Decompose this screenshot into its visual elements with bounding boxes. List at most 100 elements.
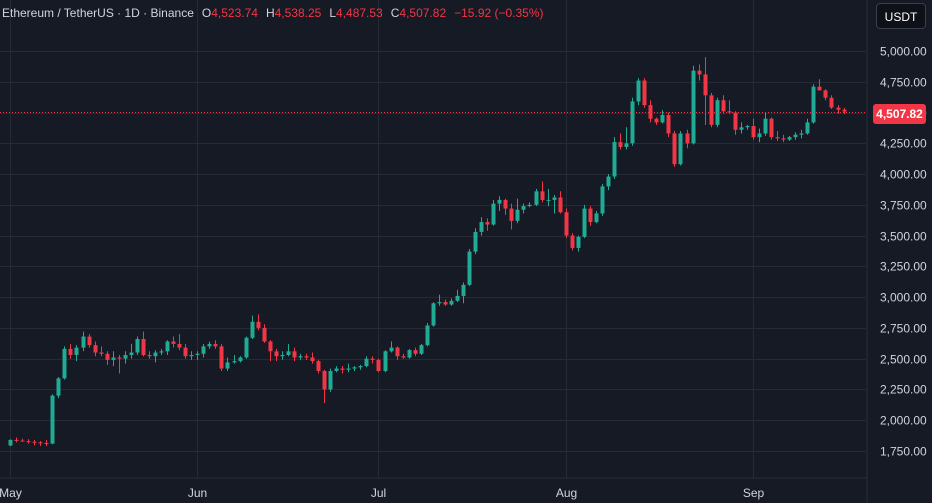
candle-body — [787, 137, 792, 140]
candle — [213, 340, 218, 349]
candle — [757, 128, 762, 143]
close-label: C — [390, 6, 400, 20]
candle — [189, 351, 194, 360]
candle-body — [244, 337, 249, 358]
candle-body — [292, 351, 297, 358]
candle — [817, 79, 822, 91]
candle-body — [135, 339, 140, 353]
candle-body — [540, 191, 545, 200]
candle-body — [739, 127, 744, 130]
candle-body — [340, 368, 345, 370]
candle — [431, 302, 436, 327]
candle-body — [20, 440, 25, 442]
candle — [238, 356, 243, 363]
candle — [340, 366, 345, 374]
low-label: L — [329, 6, 337, 20]
candle-body — [147, 355, 152, 357]
candle-body — [68, 348, 73, 355]
candle-body — [515, 209, 520, 221]
candle — [751, 118, 756, 140]
candle-body — [352, 367, 357, 369]
close-value: 4,507.82 — [399, 6, 447, 20]
candle — [503, 198, 508, 215]
candle — [419, 343, 424, 355]
candle — [50, 394, 55, 445]
candle-body — [195, 353, 200, 355]
candle-body — [612, 142, 617, 177]
high-label: H — [265, 6, 275, 20]
candle-body — [334, 368, 339, 371]
candle-body — [87, 336, 92, 346]
candle — [823, 89, 828, 101]
currency-button[interactable]: USDT — [876, 3, 926, 29]
candle-body — [201, 346, 206, 354]
candle — [407, 348, 412, 359]
candle — [117, 355, 122, 374]
candle-body — [685, 133, 690, 144]
candle-body — [376, 359, 381, 371]
y-tick-label: 3,750.00 — [880, 199, 927, 213]
candle-body — [129, 352, 134, 355]
candle-body — [781, 138, 786, 140]
candle-body — [26, 441, 31, 443]
candle — [678, 131, 683, 166]
candle — [799, 129, 804, 139]
candle — [352, 366, 357, 371]
candle-body — [304, 356, 309, 358]
candle-body — [479, 222, 484, 232]
candle — [509, 203, 514, 230]
y-tick-label: 3,500.00 — [880, 230, 927, 244]
candle — [461, 282, 466, 304]
candle — [558, 191, 563, 214]
candle — [455, 289, 460, 303]
candle-body — [745, 126, 750, 128]
candle — [612, 137, 617, 179]
candle — [111, 351, 116, 367]
candle — [521, 203, 526, 214]
candle — [280, 351, 285, 360]
candle-body — [310, 357, 315, 362]
candle — [165, 340, 170, 355]
candle — [244, 336, 249, 359]
candle — [328, 368, 333, 392]
y-tick-label: 2,250.00 — [880, 383, 927, 397]
candle — [141, 331, 146, 357]
candle — [413, 347, 418, 357]
candle-body — [225, 362, 230, 369]
candle-body — [8, 439, 13, 446]
candle-body — [449, 300, 454, 305]
candle-body — [165, 341, 170, 352]
candle — [316, 359, 321, 374]
candle — [582, 204, 587, 239]
candle — [389, 341, 394, 353]
candle — [153, 350, 158, 363]
time-axis[interactable]: May Jun Jul Aug Sep — [0, 486, 764, 500]
candle — [473, 228, 478, 255]
candle-body — [527, 204, 532, 207]
candle-body — [558, 197, 563, 213]
candle — [654, 117, 659, 125]
candle — [81, 331, 86, 352]
candle — [93, 341, 98, 357]
candle-body — [691, 70, 696, 144]
x-tick-label: Sep — [743, 486, 765, 500]
candle-body — [642, 80, 647, 106]
y-tick-label: 2,750.00 — [880, 322, 927, 336]
symbol-title[interactable]: Ethereum / TetherUS · 1D · Binance — [2, 6, 194, 20]
candle-body — [232, 361, 237, 363]
candle-body — [618, 142, 623, 147]
high-value: 4,538.25 — [274, 6, 322, 20]
candle — [225, 357, 230, 371]
candle — [437, 294, 442, 306]
candle — [68, 343, 73, 359]
candle-body — [99, 352, 104, 354]
candle-body — [93, 345, 98, 353]
candle — [256, 314, 261, 331]
candle — [552, 195, 557, 214]
candle — [763, 112, 768, 136]
change-value: −15.92 (−0.35%) — [454, 6, 544, 20]
candle — [811, 84, 816, 124]
candle — [250, 315, 255, 339]
candle — [467, 249, 472, 287]
